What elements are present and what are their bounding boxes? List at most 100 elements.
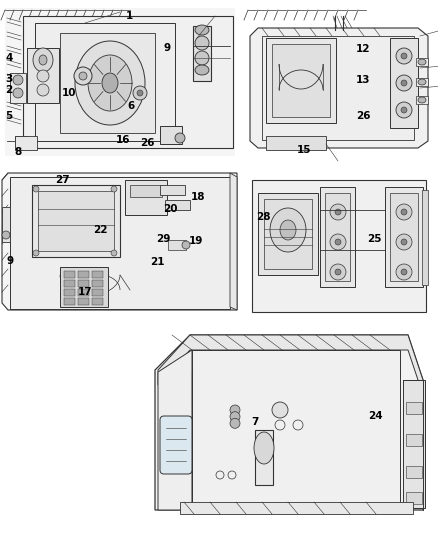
Ellipse shape (396, 75, 412, 91)
Ellipse shape (102, 73, 118, 93)
Bar (10, 73, 26, 103)
Bar (130, 185, 162, 197)
Bar (180, 502, 413, 514)
Bar (320, 187, 355, 287)
Bar (64, 289, 75, 296)
Ellipse shape (39, 55, 47, 65)
Ellipse shape (330, 204, 346, 220)
Ellipse shape (111, 186, 117, 192)
Text: 24: 24 (368, 411, 383, 421)
Polygon shape (23, 16, 233, 148)
Bar (2, 207, 10, 242)
Bar (10, 177, 230, 309)
Text: 26: 26 (140, 138, 155, 148)
Text: 8: 8 (14, 147, 21, 157)
Ellipse shape (272, 402, 288, 418)
Bar (422, 190, 428, 285)
Ellipse shape (396, 204, 412, 220)
Bar (27, 48, 59, 103)
Text: 21: 21 (150, 257, 165, 267)
Polygon shape (158, 335, 423, 395)
Ellipse shape (418, 97, 426, 103)
Bar (252, 180, 426, 312)
Text: 25: 25 (367, 234, 382, 244)
Bar (272, 44, 330, 117)
Text: 3: 3 (5, 74, 12, 84)
Ellipse shape (396, 264, 412, 280)
Text: 27: 27 (55, 175, 70, 185)
Polygon shape (2, 173, 237, 310)
Ellipse shape (74, 67, 92, 85)
Bar (38, 191, 114, 251)
Ellipse shape (182, 241, 190, 249)
Bar (78, 298, 89, 305)
Bar (406, 492, 422, 504)
Polygon shape (158, 350, 192, 510)
FancyBboxPatch shape (160, 416, 192, 474)
Ellipse shape (33, 186, 39, 192)
Ellipse shape (137, 90, 143, 96)
Bar (390, 193, 418, 281)
Bar (32, 185, 120, 257)
Bar (192, 350, 400, 510)
Ellipse shape (37, 84, 49, 96)
Polygon shape (15, 136, 27, 146)
Bar (78, 280, 89, 287)
Ellipse shape (175, 133, 185, 143)
Bar (92, 280, 103, 287)
Bar (168, 240, 186, 250)
Polygon shape (262, 36, 414, 140)
Ellipse shape (418, 79, 426, 85)
Bar (385, 187, 423, 287)
Ellipse shape (396, 234, 412, 250)
Ellipse shape (401, 53, 407, 59)
Bar (64, 271, 75, 278)
Bar (325, 193, 350, 281)
Text: 10: 10 (62, 88, 77, 98)
Ellipse shape (330, 264, 346, 280)
Ellipse shape (13, 75, 23, 85)
Ellipse shape (195, 36, 209, 50)
Bar (264, 199, 312, 269)
Ellipse shape (230, 411, 240, 422)
Text: 28: 28 (256, 213, 271, 222)
Polygon shape (250, 28, 428, 148)
Ellipse shape (133, 86, 147, 100)
Text: 18: 18 (191, 192, 205, 202)
Bar (266, 136, 326, 150)
Bar (416, 78, 428, 86)
Bar (35, 23, 175, 141)
Text: 5: 5 (5, 111, 12, 121)
Text: 20: 20 (163, 204, 178, 214)
Text: 17: 17 (78, 287, 93, 297)
Ellipse shape (401, 209, 407, 215)
Ellipse shape (33, 250, 39, 256)
Text: 9: 9 (164, 43, 171, 53)
Bar (416, 58, 428, 66)
Ellipse shape (330, 234, 346, 250)
Text: 22: 22 (93, 225, 108, 235)
Polygon shape (230, 173, 237, 310)
Ellipse shape (37, 70, 49, 82)
Text: 13: 13 (356, 75, 371, 85)
Bar (5, 8, 235, 156)
Ellipse shape (401, 269, 407, 275)
Bar (60, 33, 155, 133)
Bar (78, 289, 89, 296)
Ellipse shape (418, 59, 426, 65)
Ellipse shape (401, 107, 407, 113)
Bar (160, 185, 185, 195)
Ellipse shape (396, 48, 412, 64)
Ellipse shape (230, 405, 240, 415)
Bar (193, 26, 211, 81)
Text: 9: 9 (6, 256, 13, 266)
Ellipse shape (401, 80, 407, 86)
Ellipse shape (75, 41, 145, 125)
Bar (266, 38, 336, 123)
Ellipse shape (396, 102, 412, 118)
Bar (255, 430, 273, 485)
Bar (60, 267, 108, 307)
Ellipse shape (88, 55, 132, 111)
Bar (78, 271, 89, 278)
Bar (165, 200, 190, 210)
